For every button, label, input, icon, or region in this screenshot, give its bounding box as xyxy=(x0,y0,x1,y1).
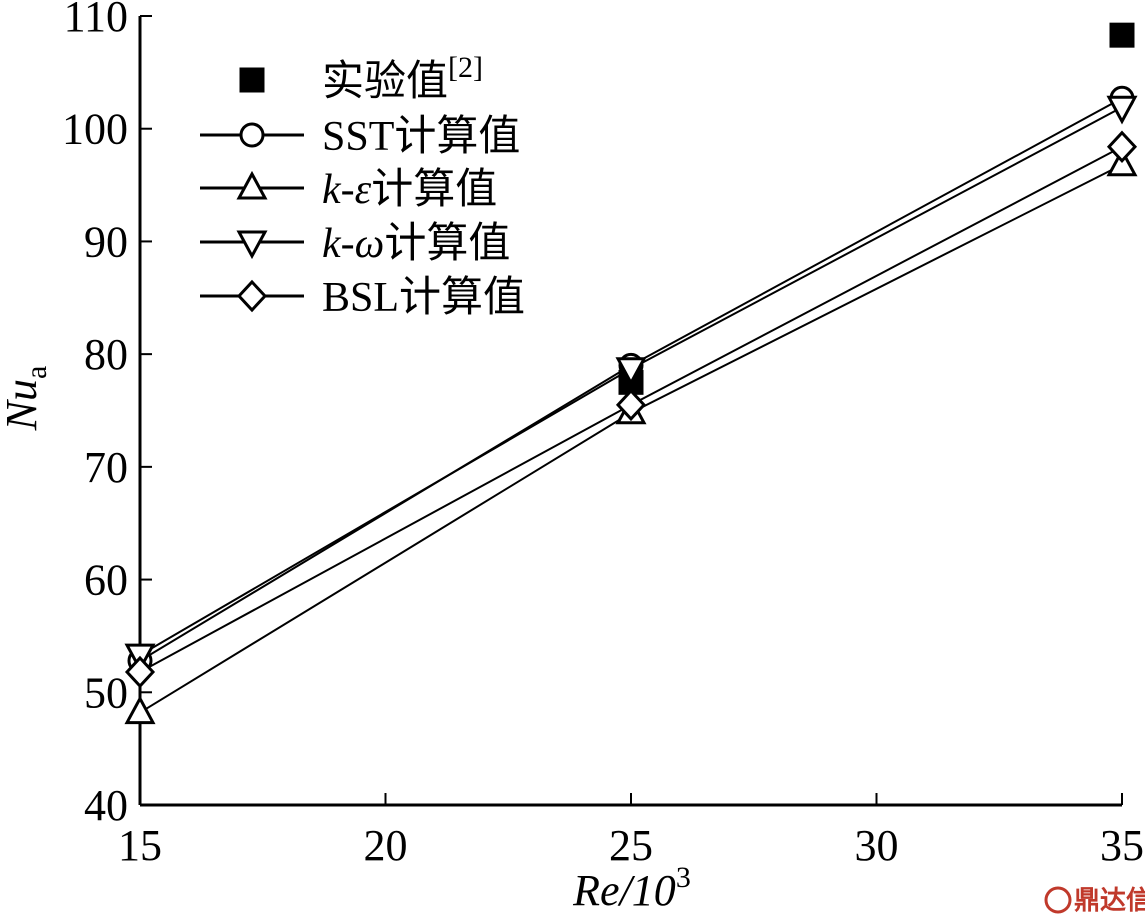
legend-item: BSL计算值 xyxy=(200,275,525,321)
watermark-text: 鼎达信 xyxy=(1074,886,1145,916)
y-tick-label: 100 xyxy=(62,105,128,154)
y-tick-label: 110 xyxy=(64,0,128,41)
y-ticks: 40 50 60 70 80 90 100 110 xyxy=(62,0,152,830)
x-tick-label: 25 xyxy=(609,821,653,870)
legend-item: SST计算值 xyxy=(200,114,520,160)
y-tick-label: 90 xyxy=(84,217,128,266)
legend-marker-triangle-up xyxy=(236,170,268,200)
data-point-triangle-down xyxy=(615,357,647,386)
y-axis-title: Nua xyxy=(0,366,53,432)
x-tick-label: 35 xyxy=(1100,821,1144,870)
series-line-2 xyxy=(139,163,1123,714)
legend-label: BSL计算值 xyxy=(322,275,525,321)
x-tick-label: 30 xyxy=(855,821,899,870)
y-axis-title-main: Nu xyxy=(0,379,46,431)
x-axis-title-main: Re/10 xyxy=(572,866,676,915)
y-tick-label: 60 xyxy=(84,556,128,605)
x-tick-label: 20 xyxy=(364,821,408,870)
x-axis-title-sup: 3 xyxy=(676,861,691,894)
data-point-diamond xyxy=(124,655,156,689)
data-point-triangle-up xyxy=(124,695,156,725)
data-point-diamond xyxy=(1106,130,1138,163)
y-tick-label: 80 xyxy=(84,330,128,379)
legend-label: SST计算值 xyxy=(322,114,520,160)
x-tick-label: 15 xyxy=(118,821,162,870)
legend: 实验值[2] SST计算值 k-ε计算值 k-ω计算值 BSL计算值 xyxy=(200,51,525,321)
x-axis-title: Re/103 xyxy=(572,861,691,915)
legend-marker-diamond xyxy=(236,279,268,313)
legend-marker-circle xyxy=(239,122,265,148)
data-point-triangle-down xyxy=(1106,95,1138,125)
legend-marker-triangle-down xyxy=(236,230,268,260)
y-tick-label: 40 xyxy=(84,781,128,830)
data-point-filled-square xyxy=(1109,22,1135,48)
y-axis-title-sub: a xyxy=(20,366,53,379)
watermark-logo-icon xyxy=(1044,886,1072,914)
watermark: 鼎达信 xyxy=(1044,886,1145,916)
legend-item: k-ω计算值 xyxy=(200,221,510,267)
legend-item: 实验值[2] xyxy=(239,51,483,105)
legend-label: k-ε计算值 xyxy=(322,167,497,213)
x-ticks: 15 20 25 30 35 xyxy=(118,793,1144,870)
y-tick-label: 70 xyxy=(84,443,128,492)
legend-label: k-ω计算值 xyxy=(322,221,510,267)
y-tick-label: 50 xyxy=(84,668,128,717)
series-markers xyxy=(124,22,1138,725)
legend-item: k-ε计算值 xyxy=(200,167,497,213)
legend-label: 实验值[2] xyxy=(322,51,483,105)
legend-marker-filled-square xyxy=(239,67,265,93)
data-point-diamond xyxy=(615,388,647,422)
